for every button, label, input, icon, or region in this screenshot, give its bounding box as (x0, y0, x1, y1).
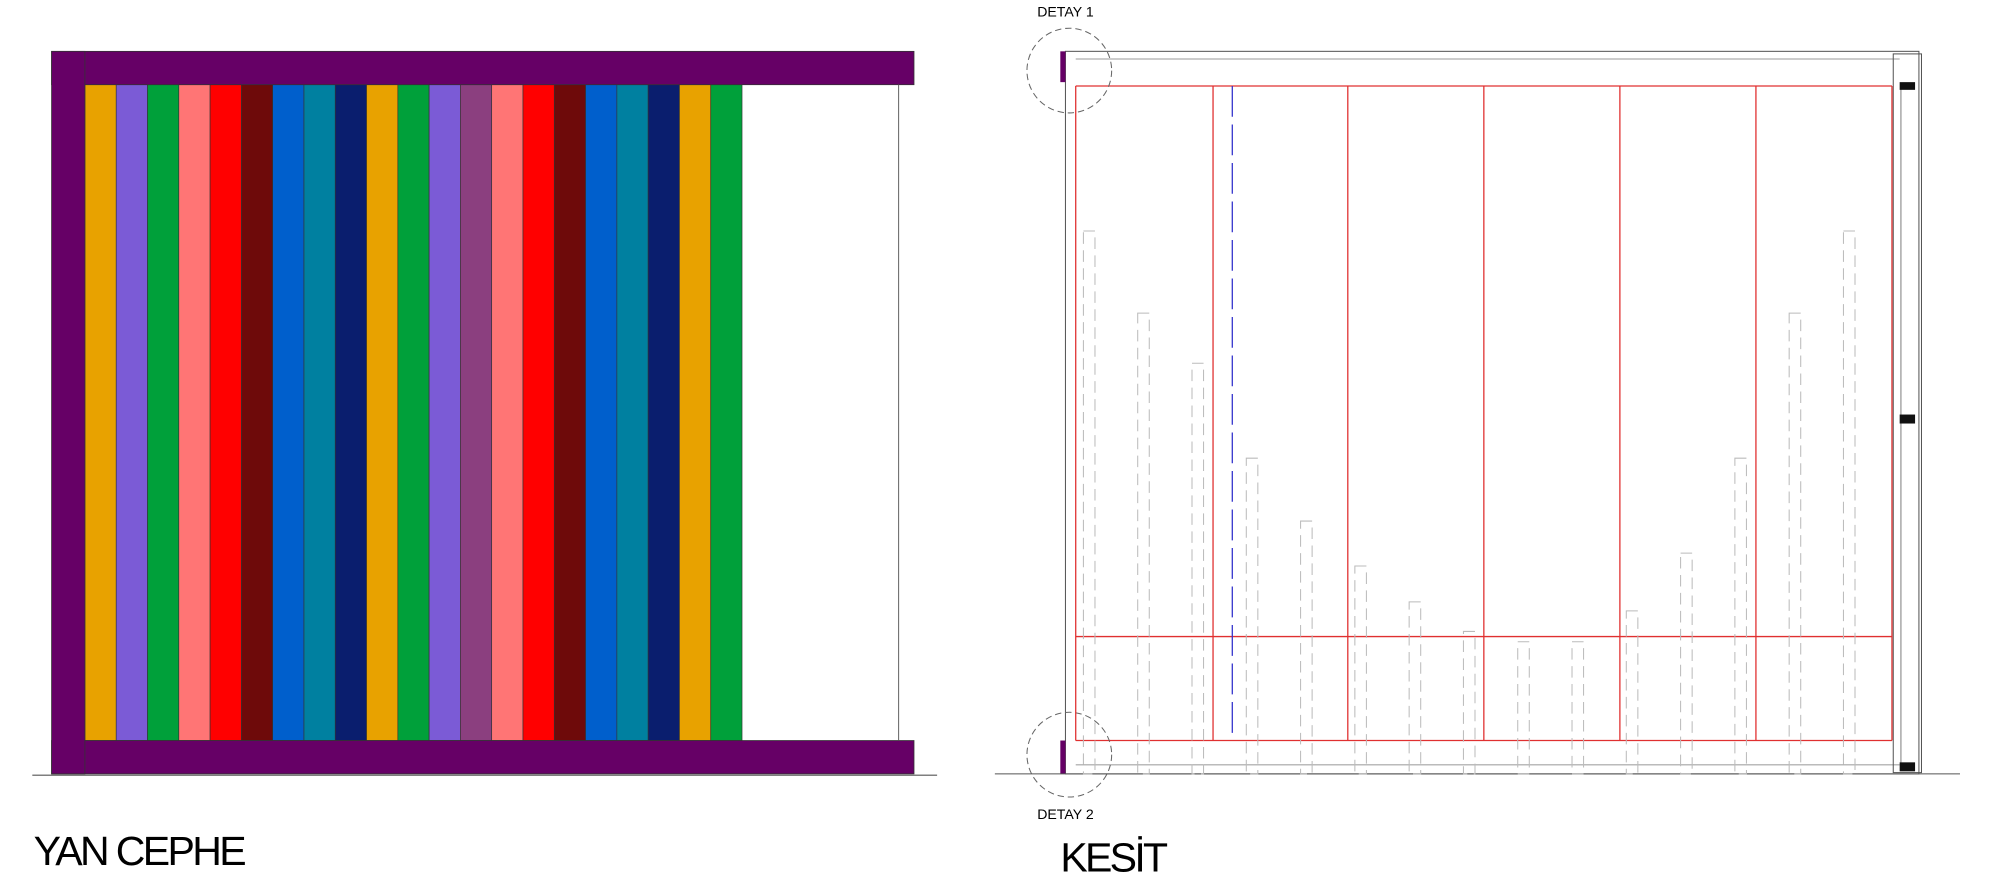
panel-stripe (178, 84, 211, 741)
panel-stripe (616, 84, 649, 741)
hidden-panel (1462, 630, 1476, 775)
hidden-panel (1680, 552, 1693, 775)
hidden-panel (1734, 457, 1747, 775)
detail-circle (1026, 27, 1113, 114)
panel-stripe (647, 84, 680, 741)
panel-stripe (241, 84, 273, 741)
panel-stripe (303, 84, 336, 741)
hidden-panel (1245, 457, 1259, 775)
panel-stripe (334, 84, 367, 741)
hidden-panel (1137, 312, 1150, 775)
hidden-panel (1625, 610, 1639, 775)
hidden-panel (1517, 641, 1530, 775)
panel-stripe (553, 84, 586, 741)
panel-stripe (522, 84, 555, 741)
side-elevation (84, 84, 743, 741)
anchor (1899, 414, 1916, 424)
hidden-panel (1354, 565, 1367, 775)
profile (1060, 51, 1066, 83)
wall-section (1892, 53, 1922, 774)
view-title: KESİT (1060, 834, 1168, 874)
detail-label: DETAY 2 (1037, 806, 1094, 822)
anchor (1899, 82, 1916, 90)
panel-stripe (491, 84, 524, 741)
panel-stripe (115, 84, 148, 741)
hidden-panel (1082, 230, 1096, 775)
detail-label: DETAY 1 (1037, 4, 1094, 20)
view-title: YAN CEPHE (34, 828, 247, 874)
hidden-panel (1300, 520, 1313, 775)
hidden-panel (1788, 312, 1802, 775)
panel-stripe (585, 84, 618, 741)
panel-stripe (84, 84, 117, 741)
section-outline (1064, 50, 1920, 775)
hidden-panel (1408, 601, 1422, 775)
top-frame (51, 50, 915, 86)
panel-stripe (460, 84, 493, 741)
section (994, 27, 1960, 798)
detail-circle (1026, 711, 1113, 798)
panel-stripe (428, 84, 461, 741)
anchor (1899, 762, 1916, 772)
hidden-panel (1191, 362, 1205, 775)
panel-stripe (366, 84, 399, 741)
hidden-panel (1571, 641, 1585, 775)
panel-stripe (209, 84, 242, 741)
panel-stripe (272, 84, 305, 741)
panel-stripe (679, 84, 712, 741)
hidden-panel (1842, 230, 1856, 775)
panel-stripe (710, 84, 743, 741)
bottom-frame (51, 740, 915, 775)
side-frame (51, 50, 86, 775)
profile (1060, 740, 1066, 774)
panel-stripe (397, 84, 430, 741)
panel-stripe (147, 84, 180, 741)
